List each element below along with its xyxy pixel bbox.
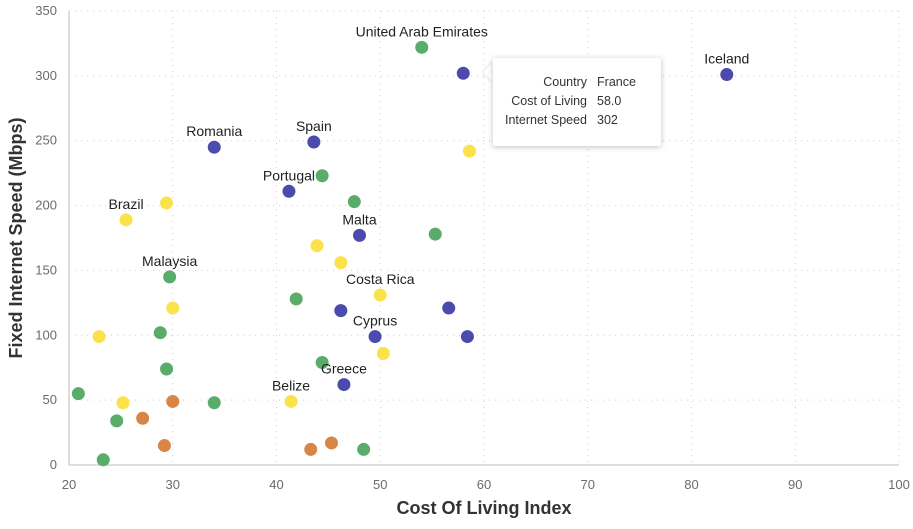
point-label: Iceland (704, 51, 749, 67)
point-label: Belize (272, 377, 310, 393)
x-axis-title: Cost Of Living Index (396, 498, 571, 518)
scatter-point[interactable] (428, 227, 442, 241)
scatter-point[interactable] (334, 256, 348, 270)
y-tick-label: 150 (35, 262, 57, 277)
scatter-point[interactable] (307, 135, 321, 149)
y-tick-label: 350 (35, 3, 57, 18)
scatter-point[interactable] (166, 394, 180, 408)
scatter-point[interactable] (282, 184, 296, 198)
tooltip-value: 302 (597, 113, 618, 127)
scatter-point[interactable] (96, 453, 110, 467)
scatter-point[interactable] (347, 195, 361, 209)
scatter-point[interactable] (110, 414, 124, 428)
scatter-point[interactable] (337, 378, 351, 392)
point-label: Malaysia (142, 253, 197, 269)
scatter-point[interactable] (92, 330, 106, 344)
axes (68, 11, 899, 466)
scatter-point[interactable] (116, 396, 130, 410)
scatter-point[interactable] (71, 387, 85, 401)
point-label: Brazil (109, 196, 144, 212)
tooltip-row: Internet Speed 302 (505, 113, 636, 132)
x-tick-label: 50 (373, 477, 387, 492)
grid (68, 10, 900, 465)
y-tick-label: 300 (35, 68, 57, 83)
point-label: Cyprus (353, 313, 397, 329)
tooltip-key: Cost of Living (511, 94, 588, 108)
y-tick-label: 0 (50, 457, 57, 472)
scatter-point[interactable] (368, 330, 382, 344)
scatter-point[interactable] (315, 169, 329, 183)
scatter-point[interactable] (310, 239, 324, 253)
scatter-point[interactable] (376, 346, 390, 360)
scatter-point[interactable] (163, 270, 177, 284)
scatter-point[interactable] (153, 326, 167, 340)
scatter-point[interactable] (324, 436, 338, 450)
tooltip-key: Country (543, 75, 588, 89)
scatter-point[interactable] (207, 140, 221, 154)
scatter-point[interactable] (357, 442, 371, 456)
x-tick-label: 20 (62, 477, 76, 492)
scatter-point[interactable] (353, 228, 366, 242)
point-label: Malta (342, 211, 376, 227)
scatter-point[interactable] (160, 362, 174, 376)
scatter-point[interactable] (284, 394, 298, 408)
scatter-point[interactable] (160, 196, 174, 210)
tick-labels: 0 50 100 150 200 250 300 350 20 30 40 50 60 70 80 90 100 (35, 3, 910, 492)
y-tick-label: 100 (35, 327, 57, 342)
tooltip-value: 58.0 (597, 94, 622, 108)
y-tick-label: 50 (43, 392, 57, 407)
tooltip-key: Internet Speed (505, 113, 588, 127)
y-tick-label: 200 (35, 198, 57, 213)
scatter-point[interactable] (289, 292, 303, 306)
x-tick-label: 90 (788, 477, 802, 492)
scatter-point[interactable] (166, 301, 180, 315)
scatter-point[interactable] (207, 396, 221, 410)
scatter-point[interactable] (373, 288, 387, 302)
scatter-point[interactable] (442, 301, 456, 315)
point-label: United Arab Emirates (356, 23, 488, 39)
point-labels: United Arab Emirates Iceland Romania Spain P… (109, 23, 750, 393)
scatter-point[interactable] (720, 68, 734, 82)
tooltip-arrow (483, 62, 493, 82)
scatter-point[interactable] (456, 66, 470, 80)
scatter-point[interactable] (304, 442, 318, 456)
point-label: Spain (296, 118, 332, 134)
tooltip-row: Country France (505, 75, 636, 94)
x-tick-label: 100 (888, 477, 910, 492)
point-label: Costa Rica (346, 271, 415, 287)
scatter-point[interactable] (315, 356, 329, 370)
y-axis-title: Fixed Internet Speed (Mbps) (6, 117, 26, 358)
x-tick-label: 70 (581, 477, 595, 492)
scatter-point[interactable] (119, 213, 133, 227)
point-label: Greece (321, 361, 367, 377)
x-tick-label: 40 (269, 477, 283, 492)
tooltip: Country France Cost of Living 58.0 Inter… (493, 58, 661, 146)
x-tick-label: 30 (166, 477, 180, 492)
data-points (71, 40, 734, 467)
scatter-point[interactable] (415, 40, 429, 54)
scatter-point[interactable] (334, 304, 348, 318)
point-label: Romania (186, 123, 242, 139)
tooltip-value: France (597, 75, 636, 89)
scatter-point[interactable] (460, 330, 474, 344)
scatter-point[interactable] (136, 411, 150, 425)
x-tick-label: 80 (684, 477, 698, 492)
y-tick-label: 250 (35, 133, 57, 148)
x-tick-label: 60 (477, 477, 491, 492)
point-label: Portugal (263, 167, 315, 183)
tooltip-table: Country France Cost of Living 58.0 Inter… (505, 75, 636, 132)
scatter-point[interactable] (462, 144, 476, 158)
tooltip-row: Cost of Living 58.0 (505, 94, 636, 113)
scatter-point[interactable] (157, 439, 171, 453)
